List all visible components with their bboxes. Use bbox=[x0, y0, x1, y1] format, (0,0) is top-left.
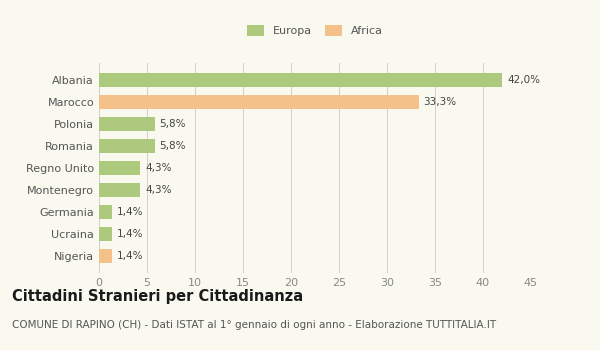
Text: COMUNE DI RAPINO (CH) - Dati ISTAT al 1° gennaio di ogni anno - Elaborazione TUT: COMUNE DI RAPINO (CH) - Dati ISTAT al 1°… bbox=[12, 320, 496, 330]
Text: 1,4%: 1,4% bbox=[117, 207, 144, 217]
Bar bbox=[99, 72, 502, 87]
Text: 1,4%: 1,4% bbox=[117, 251, 144, 261]
Text: 1,4%: 1,4% bbox=[117, 229, 144, 239]
Bar bbox=[99, 205, 112, 219]
Bar bbox=[99, 249, 112, 264]
Text: 4,3%: 4,3% bbox=[145, 163, 172, 173]
Bar bbox=[99, 117, 155, 131]
Bar bbox=[99, 183, 140, 197]
Text: 42,0%: 42,0% bbox=[507, 75, 540, 85]
Legend: Europa, Africa: Europa, Africa bbox=[247, 25, 383, 36]
Bar bbox=[99, 161, 140, 175]
Text: 33,3%: 33,3% bbox=[424, 97, 457, 107]
Bar bbox=[99, 227, 112, 241]
Text: Cittadini Stranieri per Cittadinanza: Cittadini Stranieri per Cittadinanza bbox=[12, 289, 303, 304]
Text: 5,8%: 5,8% bbox=[160, 119, 186, 129]
Text: 5,8%: 5,8% bbox=[160, 141, 186, 151]
Bar bbox=[99, 139, 155, 153]
Text: 4,3%: 4,3% bbox=[145, 185, 172, 195]
Bar bbox=[99, 94, 419, 109]
